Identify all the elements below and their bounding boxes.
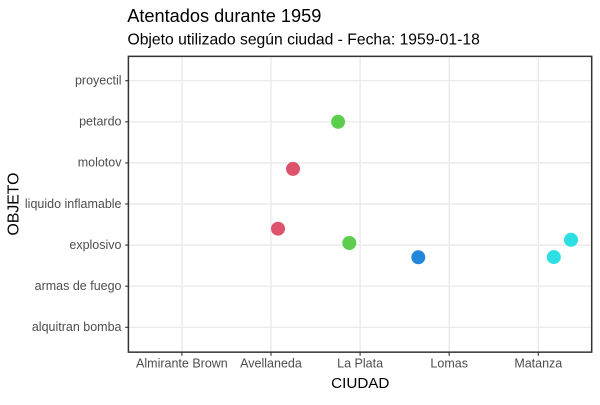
svg-text:Almirante Brown: Almirante Brown <box>136 357 228 371</box>
svg-text:Atentados durante 1959: Atentados durante 1959 <box>127 6 321 26</box>
svg-text:proyectil: proyectil <box>75 74 122 88</box>
svg-text:La Plata: La Plata <box>337 357 383 371</box>
svg-text:alquitran bomba: alquitran bomba <box>32 320 122 334</box>
svg-text:Avellaneda: Avellaneda <box>240 357 302 371</box>
svg-text:armas de fuego: armas de fuego <box>35 279 122 293</box>
svg-text:Lomas: Lomas <box>430 357 468 371</box>
svg-text:molotov: molotov <box>78 156 123 170</box>
svg-text:petardo: petardo <box>79 115 121 129</box>
svg-text:Objeto utilizado según ciudad: Objeto utilizado según ciudad - Fecha: 1… <box>128 32 481 49</box>
svg-text:OBJETO: OBJETO <box>6 173 23 236</box>
svg-text:CIUDAD: CIUDAD <box>331 375 389 392</box>
svg-text:Matanza: Matanza <box>514 357 562 371</box>
svg-text:liquido inflamable: liquido inflamable <box>25 197 122 211</box>
svg-text:explosivo: explosivo <box>69 238 121 252</box>
